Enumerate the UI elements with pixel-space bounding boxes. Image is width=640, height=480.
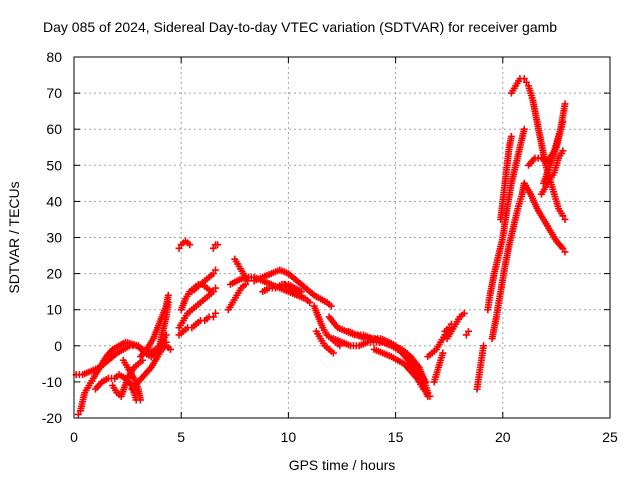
data-point	[164, 291, 172, 299]
x-tick-label: 5	[177, 429, 185, 445]
series-arc-34	[484, 125, 528, 314]
y-tick-label: 50	[46, 157, 62, 173]
data-point	[329, 349, 337, 357]
chart-title: Day 085 of 2024, Sidereal Day-to-day VTE…	[43, 19, 557, 35]
data-point	[175, 244, 183, 252]
series-arc-27	[404, 356, 434, 400]
y-tick-label: 70	[46, 85, 62, 101]
series-arc-13	[209, 241, 222, 252]
data-point	[209, 313, 217, 321]
data-point	[209, 244, 217, 252]
data-point	[507, 132, 515, 140]
data-point	[426, 392, 434, 400]
data-point	[424, 389, 432, 397]
data-point	[207, 288, 215, 296]
y-axis-label: SDTVAR / TECUs	[6, 181, 22, 293]
data-point	[559, 212, 567, 220]
data-point	[462, 331, 470, 339]
series-arc-39	[520, 179, 569, 256]
data-point	[212, 309, 220, 317]
y-tick-label: 0	[54, 338, 62, 354]
x-tick-label: 20	[495, 429, 511, 445]
data-point	[447, 320, 455, 328]
series-arc-14	[188, 266, 220, 296]
series-arc-42	[537, 147, 567, 198]
data-point	[74, 410, 82, 418]
data-point	[559, 147, 567, 155]
data-point	[561, 248, 569, 256]
data-point	[327, 302, 335, 310]
data-point	[136, 396, 144, 404]
series-arc-4	[109, 356, 147, 400]
series-arc-6	[128, 342, 174, 393]
data-point	[394, 345, 402, 353]
x-axis-label: GPS time / hours	[289, 457, 396, 473]
series-arc-36	[497, 132, 515, 223]
y-tick-label: -10	[42, 374, 62, 390]
data-point	[445, 324, 453, 332]
data-point	[242, 280, 250, 288]
x-tick-label: 25	[602, 429, 618, 445]
data-point	[460, 309, 468, 317]
series-arc-25	[344, 327, 402, 353]
series-arc-18	[250, 266, 335, 310]
data-point	[561, 215, 569, 223]
series-arc-30	[443, 309, 468, 343]
data-point	[522, 78, 530, 86]
data-point	[464, 327, 472, 335]
series-arc-29	[430, 349, 447, 386]
data-point	[166, 345, 174, 353]
y-tick-label: -20	[42, 410, 62, 426]
data-point	[480, 342, 488, 350]
data-point	[306, 298, 314, 306]
data-point	[212, 284, 220, 292]
series-arc-33	[473, 342, 488, 393]
y-tick-label: 10	[46, 302, 62, 318]
series-arc-8	[154, 298, 172, 357]
x-tick-label: 0	[70, 429, 78, 445]
y-tick-label: 80	[46, 49, 62, 65]
data-point	[212, 266, 220, 274]
data-point	[297, 291, 305, 299]
y-tick-label: 60	[46, 121, 62, 137]
series-arc-35	[488, 179, 528, 343]
axis-ticks: 0 5 10 15 20 25 -20 -10 0 10 20 30 40 50 60 70 80	[42, 49, 618, 445]
data-point	[439, 349, 447, 357]
series-arc-20	[280, 280, 305, 299]
y-tick-label: 20	[46, 266, 62, 282]
series-arc-37	[507, 75, 530, 97]
series-arc-22	[312, 327, 337, 357]
series-arc-11	[175, 309, 220, 339]
data-point	[520, 125, 528, 133]
data-points	[72, 75, 569, 418]
series-arc-2	[72, 338, 170, 379]
series-arc-15	[224, 280, 250, 314]
x-tick-label: 10	[281, 429, 297, 445]
x-tick-label: 15	[388, 429, 404, 445]
data-point	[214, 241, 222, 249]
y-tick-label: 30	[46, 230, 62, 246]
series-arc-31	[441, 320, 455, 335]
data-point	[559, 244, 567, 252]
data-point	[186, 241, 194, 249]
data-point	[520, 75, 528, 83]
data-point	[209, 270, 217, 278]
series-arc-9	[175, 237, 194, 252]
series-arc-32	[462, 327, 472, 339]
data-point	[561, 100, 569, 108]
y-tick-label: 40	[46, 193, 62, 209]
series-arc-7	[136, 291, 172, 361]
data-point	[164, 298, 172, 306]
